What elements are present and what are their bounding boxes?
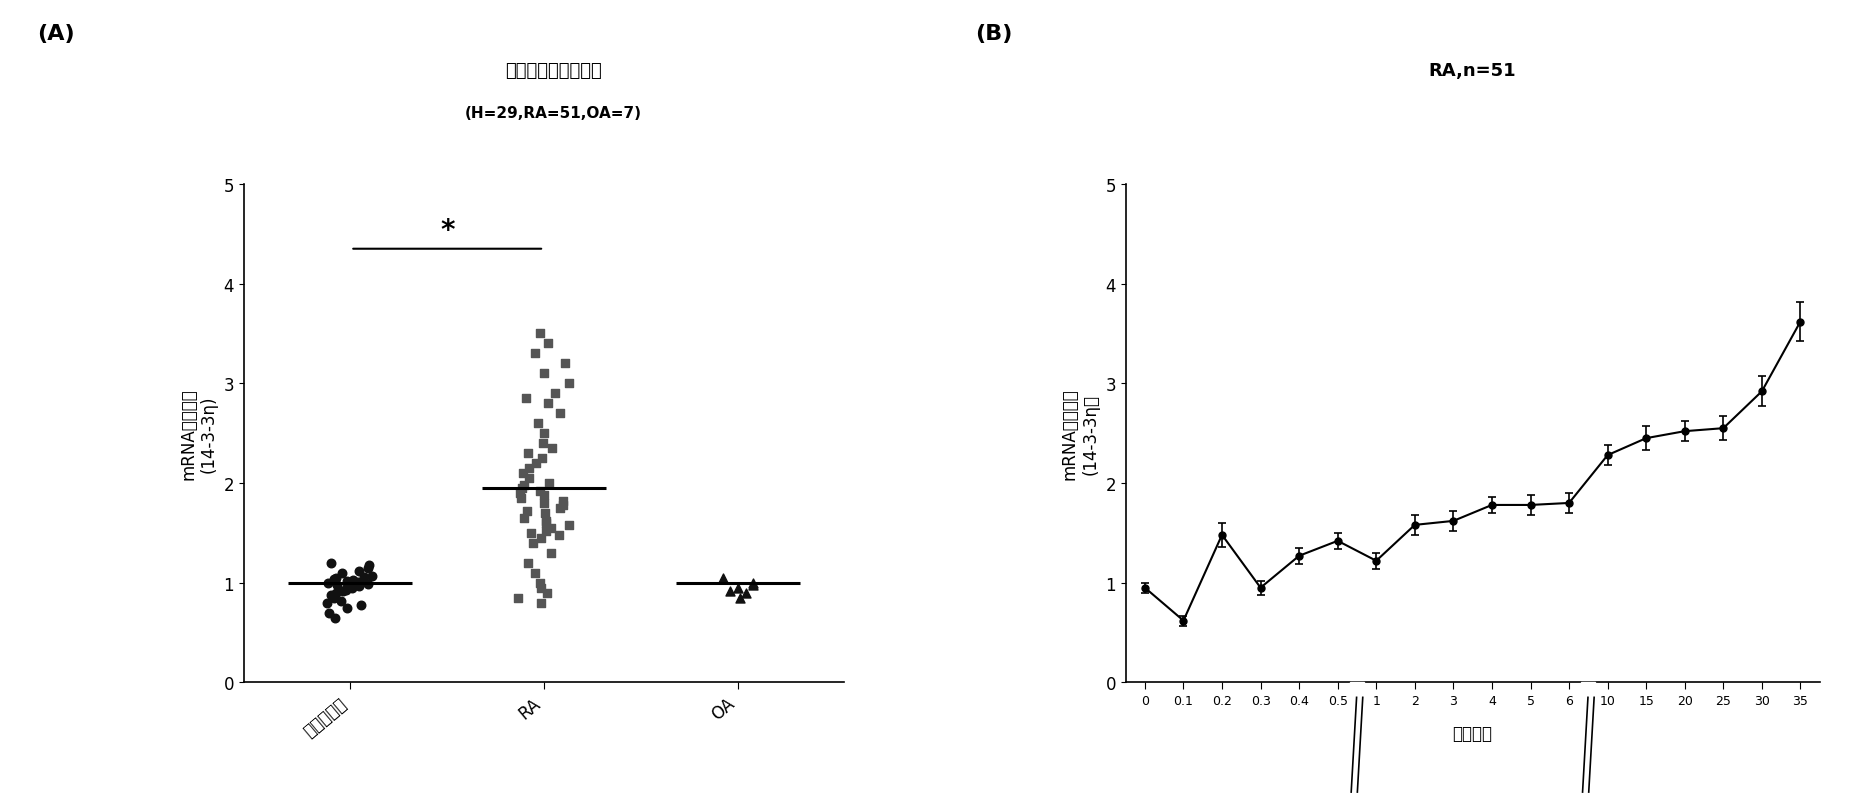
Y-axis label: mRNA转录水平
(14-3-3η）: mRNA转录水平 (14-3-3η） [1062,388,1099,479]
Point [343,576,373,589]
Point [507,482,537,495]
Point [525,485,555,498]
Point [514,462,544,475]
Point [523,418,553,430]
Text: 人类外周血单核细胞: 人类外周血单核细胞 [505,63,602,80]
Point [529,497,559,510]
Point [525,577,555,589]
X-axis label: 疾病进程: 疾病进程 [1452,724,1493,742]
Point [332,581,362,593]
Point [531,515,561,528]
Point [529,368,559,381]
Point [527,452,557,465]
Point [326,567,356,580]
Point [520,348,550,361]
Text: (A): (A) [38,24,75,44]
Point [514,472,544,485]
Point [321,586,351,599]
Point [503,592,533,605]
Point [525,581,555,594]
Point [512,556,542,569]
Point [531,517,561,530]
Point [328,585,358,597]
Point [529,437,559,450]
Point [512,505,542,518]
Point [321,578,351,591]
Point [321,572,351,585]
Point [544,528,574,541]
Point [531,525,561,538]
Point [535,477,565,490]
Point [345,565,375,577]
Point [737,577,767,589]
Point [326,594,356,607]
Point [525,597,555,609]
Point [321,611,351,624]
Text: RA,n=51: RA,n=51 [1430,63,1516,80]
Point [508,479,538,491]
Point [345,598,375,611]
Point [332,601,362,614]
Point [732,586,762,599]
Point [343,580,373,593]
Point [508,512,538,524]
Point [540,387,570,400]
Point [522,457,552,470]
Point [737,578,767,591]
Point [544,407,574,420]
Point [529,427,559,440]
Point [525,328,555,340]
Point [510,393,540,406]
Bar [1351,683,1364,803]
Text: (B): (B) [976,24,1013,44]
Point [520,567,550,580]
Point [355,559,385,572]
Point [349,571,379,584]
Point [553,519,583,532]
Point [353,561,383,574]
Point [507,492,537,505]
Point [317,589,347,601]
Point [313,606,343,619]
Point [525,532,555,544]
Point [529,489,559,502]
Point [550,357,580,370]
Point [553,377,583,390]
Point [533,337,563,350]
Y-axis label: mRNA转录水平
(14-3-3η): mRNA转录水平 (14-3-3η) [180,388,218,479]
Point [338,581,368,594]
Point [313,577,343,589]
Point [505,487,535,499]
Point [535,547,565,560]
Bar [1581,683,1595,803]
Text: (H=29,RA=51,OA=7): (H=29,RA=51,OA=7) [465,105,642,120]
Point [332,575,362,588]
Point [338,573,368,586]
Point [356,569,386,582]
Point [531,586,561,599]
Point [330,584,360,597]
Point [715,585,745,597]
Point [544,502,574,515]
Point [512,447,542,460]
Point [311,597,341,609]
Point [707,572,737,585]
Point [529,507,559,520]
Point [722,581,752,594]
Point [508,467,538,480]
Point [537,442,567,455]
Point [724,592,754,605]
Text: *: * [441,217,454,244]
Point [548,495,578,507]
Point [548,499,578,512]
Point [533,397,563,410]
Point [518,536,548,549]
Point [319,592,349,605]
Point [537,522,567,535]
Point [353,577,383,590]
Point [315,556,345,569]
Point [319,573,349,585]
Point [516,527,546,540]
